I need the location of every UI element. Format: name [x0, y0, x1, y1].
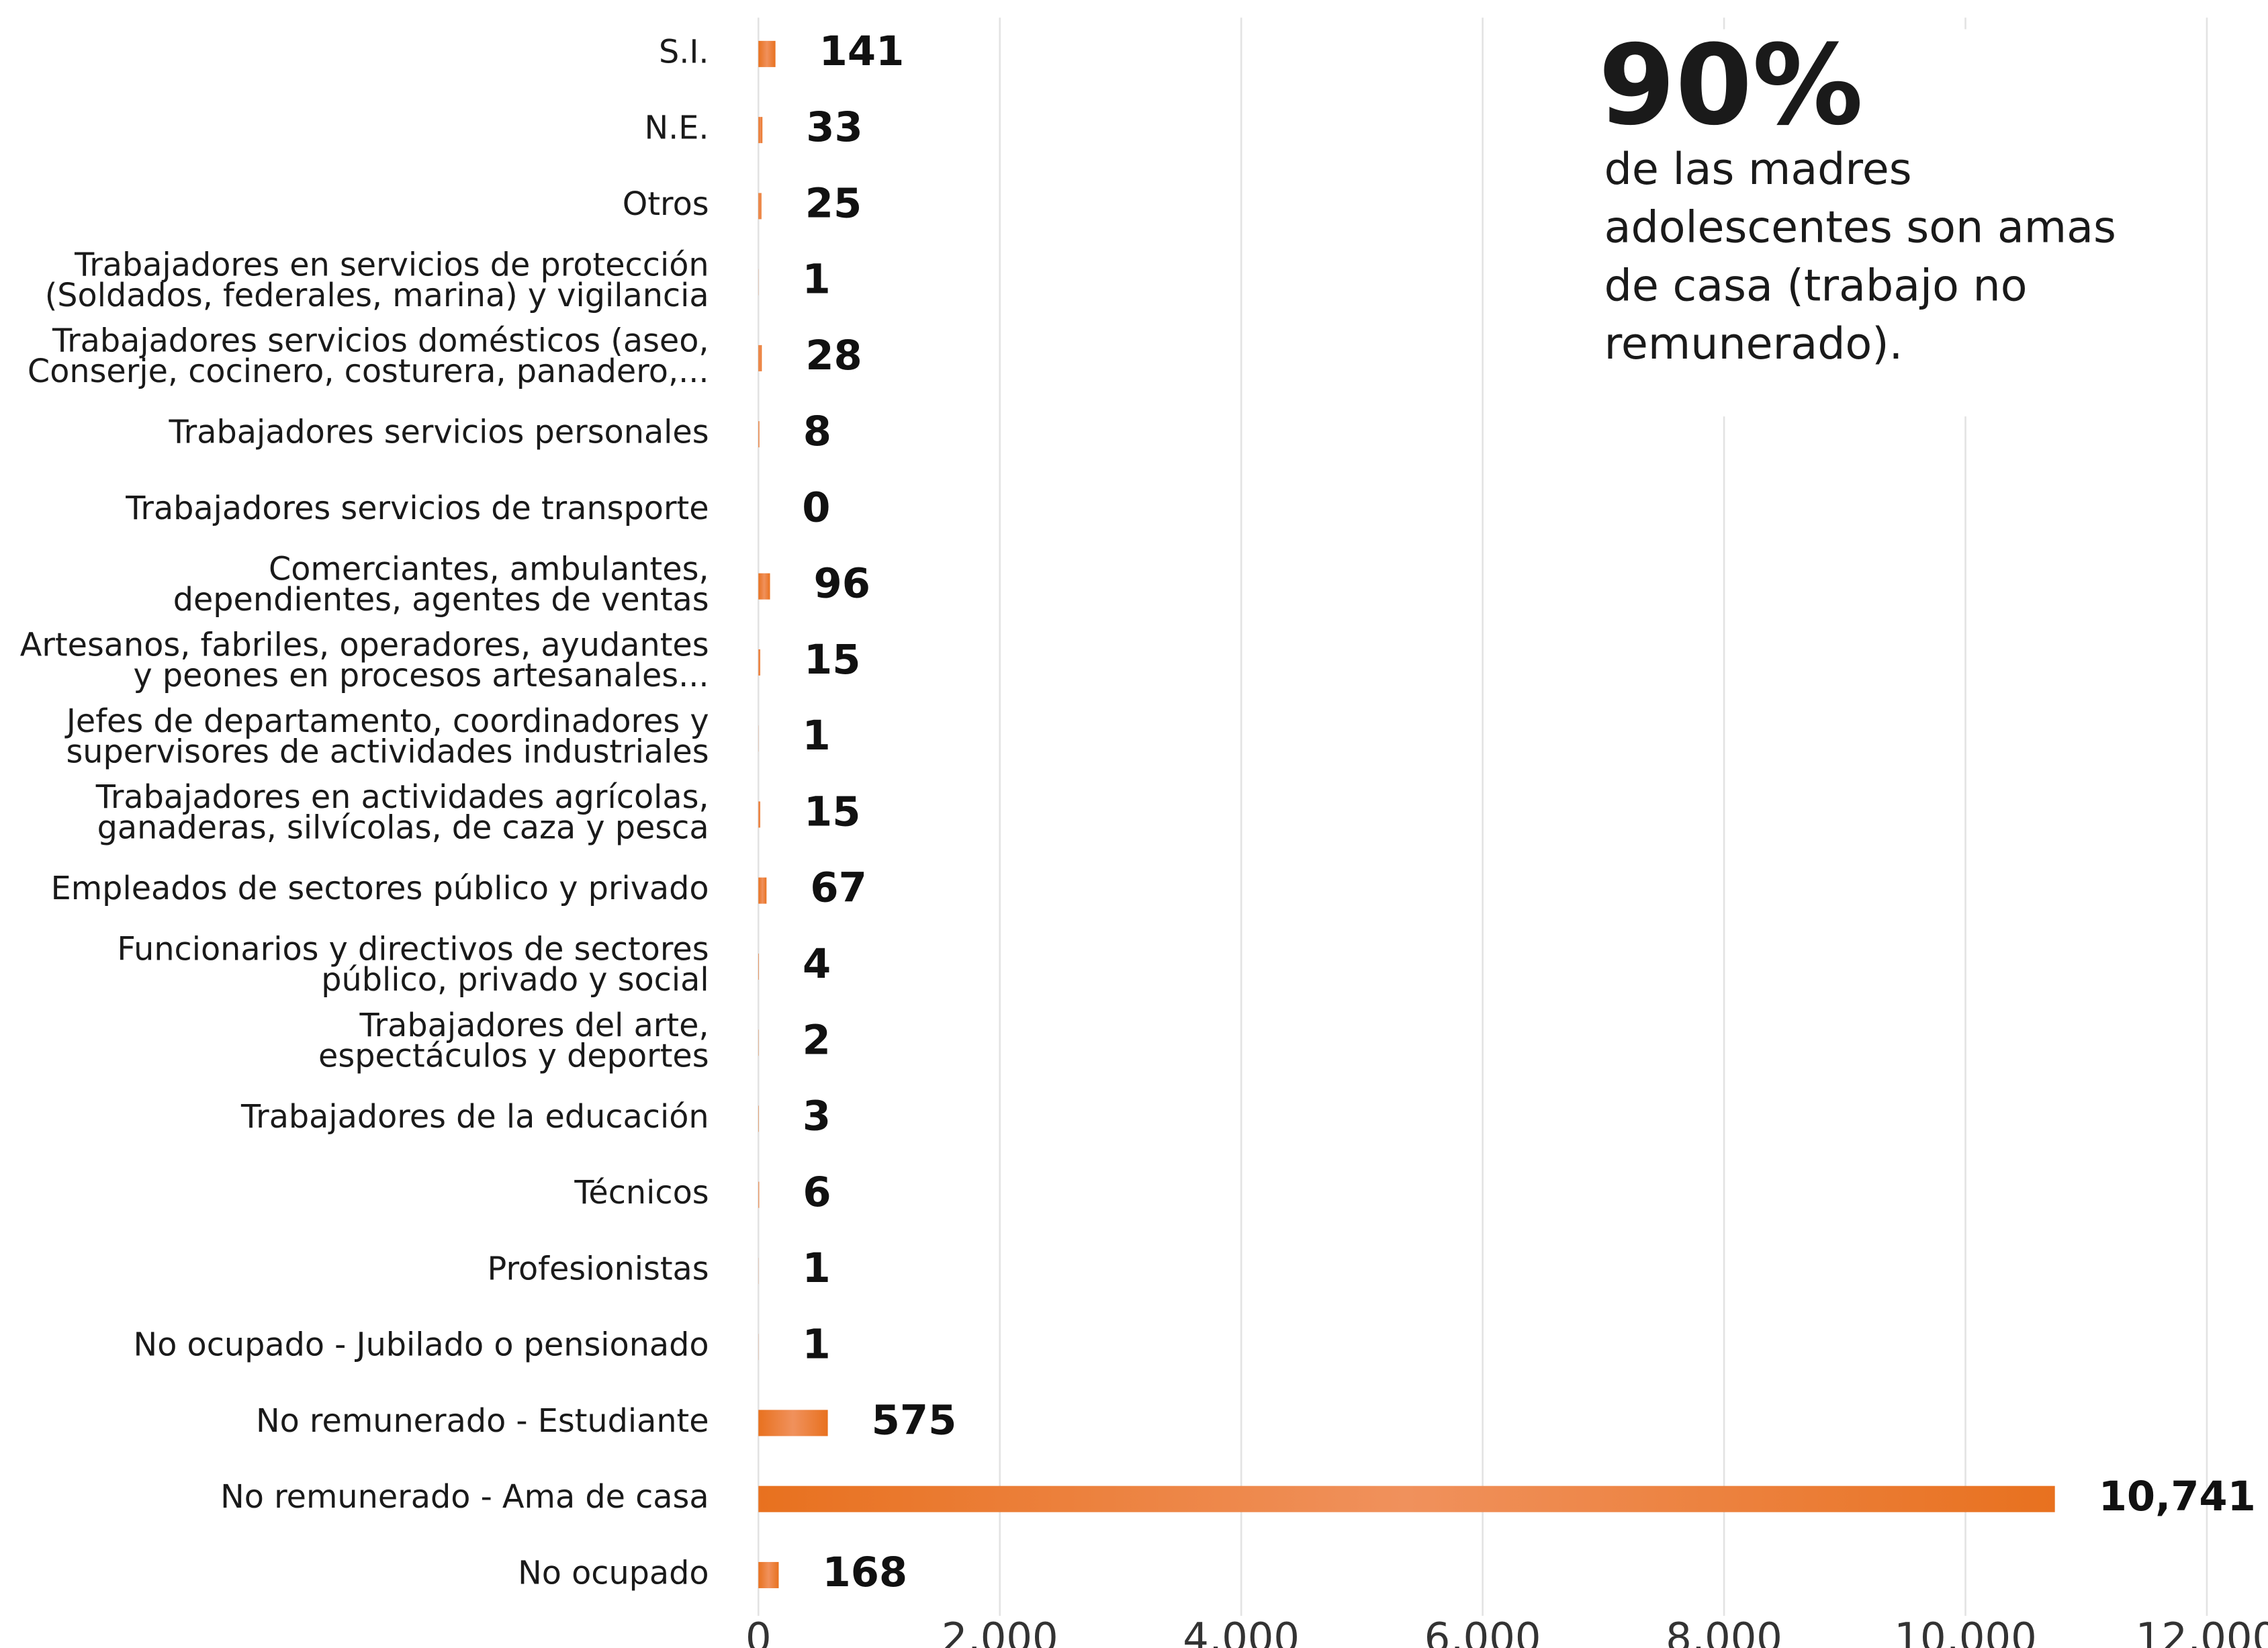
y-tick-label: S.I. [659, 34, 709, 71]
bar [758, 1181, 760, 1208]
bar [758, 345, 762, 371]
y-tick-label: Artesanos, fabriles, operadores, ayudant… [20, 627, 709, 695]
y-tick-label: Comerciantes, ambulantes, dependientes, a… [173, 551, 709, 619]
y-tick-label: No remunerado - Ama de casa [220, 1479, 709, 1516]
bar [758, 953, 759, 980]
y-tick-label: Trabajadores en servicios de protección(… [45, 246, 709, 314]
bar [758, 421, 760, 448]
value-label: 575 [872, 1398, 957, 1445]
annotation-text: adolescentes son amas [1604, 203, 2116, 253]
bar [758, 1485, 2055, 1512]
value-label: 4 [803, 941, 831, 988]
bar [758, 801, 760, 828]
y-tick-label: Trabajadores del arte, espectáculos y dep… [318, 1007, 709, 1075]
value-label: 8 [803, 408, 831, 455]
y-tick-label: N.E. [644, 110, 709, 147]
annotation-background [1589, 29, 2114, 417]
value-label: 33 [806, 104, 862, 151]
bar [758, 649, 760, 676]
bar [758, 40, 776, 67]
bar [758, 1561, 779, 1588]
y-tick-label: Trabajadores servicios domésticos (aseo,… [28, 323, 709, 391]
x-tick-label: 10,000 [1894, 1615, 2036, 1648]
annotation-text: de las madres [1604, 144, 1912, 195]
value-label: 3 [803, 1093, 831, 1140]
x-tick-label: 2,000 [942, 1615, 1058, 1648]
y-tick-label: No ocupado - Jubilado o pensionado [134, 1327, 709, 1364]
bar [758, 117, 763, 144]
value-label: 1 [802, 1245, 830, 1292]
y-tick-label: No remunerado - Estudiante [256, 1403, 709, 1440]
value-label: 0 [802, 484, 830, 531]
value-label: 96 [814, 561, 870, 608]
value-label: 1 [802, 257, 830, 304]
x-tick-label: 12,000 [2136, 1615, 2268, 1648]
value-label: 1 [802, 1321, 830, 1368]
value-label: 10,741 [2099, 1473, 2256, 1520]
value-label: 15 [804, 637, 860, 684]
value-label: 1 [802, 713, 830, 760]
value-label: 15 [804, 789, 860, 836]
value-label: 168 [822, 1549, 907, 1596]
x-tick-label: 4,000 [1183, 1615, 1300, 1648]
value-label: 25 [805, 180, 862, 227]
value-label: 28 [805, 332, 862, 379]
x-tick-label: 0 [745, 1615, 772, 1648]
y-tick-label: Funcionarios y directivos de sectores púb… [117, 931, 709, 999]
value-label: 67 [810, 865, 866, 912]
value-label: 2 [803, 1017, 831, 1064]
y-tick-label: No ocupado [518, 1555, 709, 1592]
y-tick-label: Trabajadores en actividades agrícolas, ga… [95, 779, 709, 847]
bar [758, 193, 762, 220]
annotation-text: de casa (trabajo no [1604, 261, 2028, 311]
x-tick-label: 8,000 [1666, 1615, 1782, 1648]
value-label: 6 [803, 1169, 831, 1216]
y-tick-label: Trabajadores servicios personales [169, 414, 709, 451]
y-tick-label: Jefes de departamento, coordinadores y su… [64, 703, 709, 771]
value-label: 141 [819, 28, 905, 75]
annotation-headline: 90% [1598, 21, 1863, 150]
y-tick-label: Otros [623, 186, 709, 223]
bar [758, 573, 770, 600]
y-tick-label: Técnicos [574, 1175, 709, 1211]
y-tick-label: Profesionistas [488, 1250, 709, 1287]
annotation-text: remunerado). [1604, 319, 1903, 369]
y-tick-label: Empleados de sectores público y privado [51, 870, 709, 907]
bar [758, 1410, 828, 1436]
x-tick-label: 6,000 [1424, 1615, 1541, 1648]
y-tick-label: Trabajadores servicios de transporte [125, 490, 709, 527]
bar [758, 1105, 759, 1132]
y-tick-label: Trabajadores de la educación [240, 1099, 709, 1136]
bar [758, 877, 767, 904]
